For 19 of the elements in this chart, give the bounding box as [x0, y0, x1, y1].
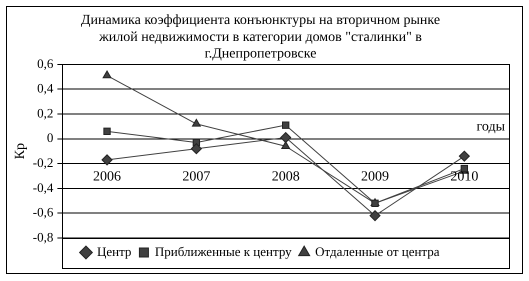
legend-label: Отдаленные от центра: [315, 244, 440, 259]
y-tick-label: 0: [46, 130, 54, 146]
legend-label: Центр: [96, 244, 132, 259]
y-tick-label: 0,6: [37, 56, 54, 71]
y-tick-label: -0,4: [32, 180, 54, 195]
x-tick-label: 2009: [361, 169, 390, 184]
chart-title: Динамика коэффициента конъюнктуры на вторичном рынке жилой недвижимости в категории домов "сталинки" в г.Днепропетровске: [80, 13, 440, 62]
y-tick-label: -0,2: [32, 155, 54, 170]
y-tick-label: -0,8: [32, 229, 54, 244]
y-tick-label: -0,6: [32, 204, 54, 220]
x-tick-label: 2008: [272, 169, 300, 184]
y-tick-label: 0,4: [37, 80, 54, 96]
y-axis-title: Кр: [13, 143, 28, 160]
x-tick-label: 2006: [93, 169, 122, 184]
x-axis-title: годы: [476, 119, 506, 134]
y-tick-label: 0,2: [37, 105, 54, 120]
x-tick-label: 2010: [450, 169, 478, 184]
x-tick-label: 2007: [182, 169, 210, 184]
legend-label: Приближенные к центру: [154, 244, 292, 259]
